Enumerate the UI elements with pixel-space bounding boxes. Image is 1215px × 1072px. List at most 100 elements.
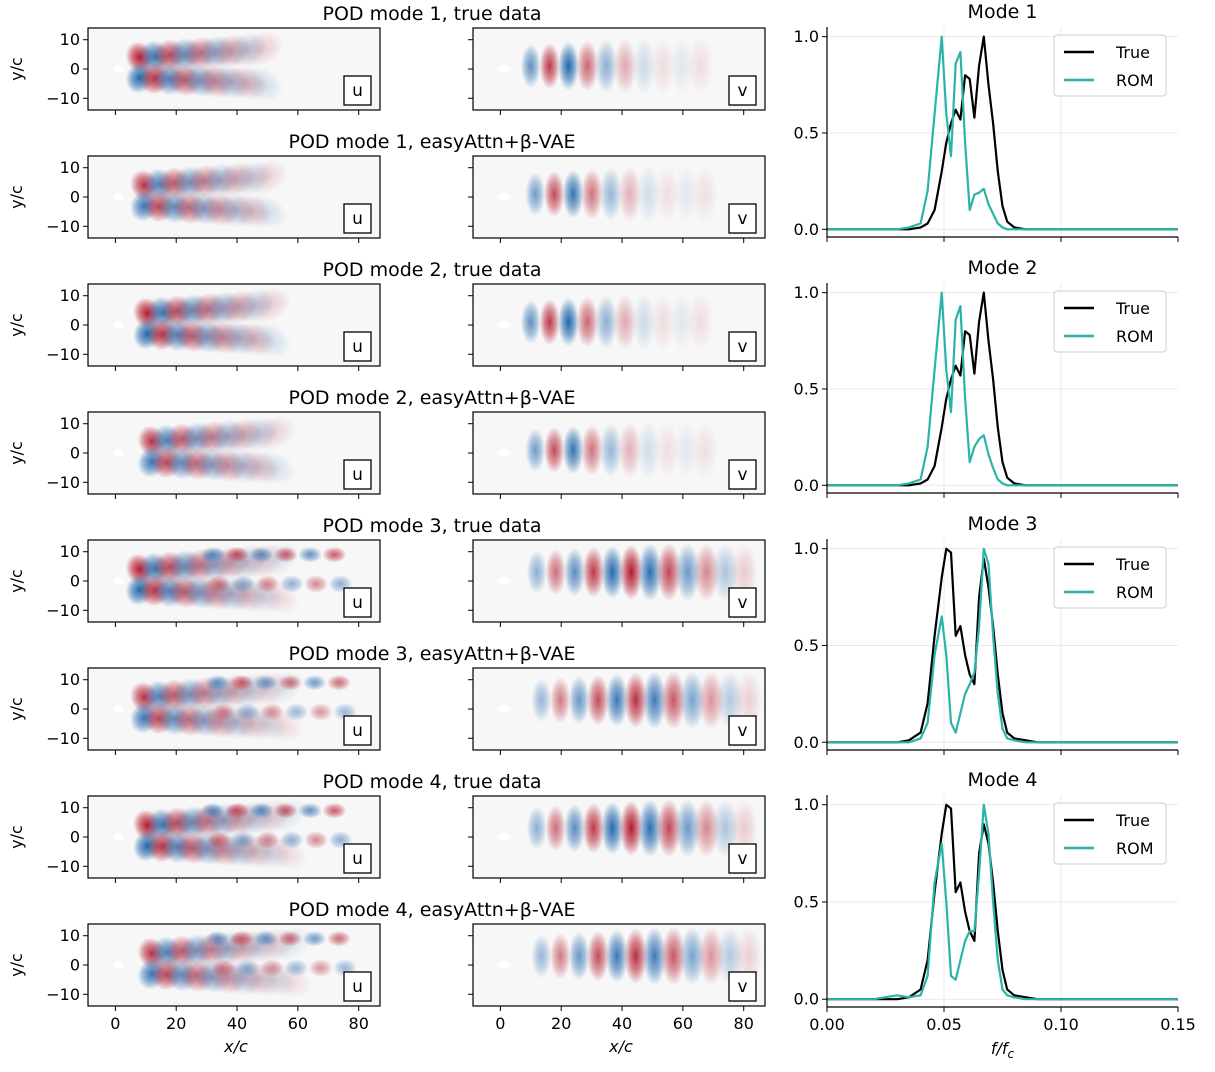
field-blob (549, 933, 571, 980)
field-blob (576, 296, 599, 348)
y-tick-label: 0 (70, 828, 80, 847)
field-blob (549, 677, 571, 724)
field-blob (253, 930, 278, 947)
bluff-body (114, 449, 125, 457)
field-panel-u-row-8: u 10 0 −10 0 20 40 60 80 x/c y/c (7, 923, 381, 1056)
field-label-box (728, 203, 757, 234)
field-blob (687, 292, 714, 352)
y-tick-label: 1.0 (794, 539, 819, 558)
y-axis-label: y/c (7, 441, 26, 465)
field-label: u (352, 209, 363, 229)
field-label-box (728, 843, 757, 874)
field-blob (304, 830, 329, 849)
y-tick-label: 10 (60, 286, 80, 305)
spectrum-chart-mode-4: 0.0 0.5 1.0 0.00 0.05 0.10 0.15 f/fc Mode 4 True R… (794, 769, 1196, 1061)
x-tick-label: 0.05 (926, 1015, 962, 1034)
field-blob (206, 574, 231, 593)
y-axis-label: y/c (7, 953, 26, 977)
field-blob (656, 543, 681, 602)
y-tick-label: 0.5 (794, 123, 819, 142)
x-tick-label: 0.00 (809, 1015, 845, 1034)
bluff-body (114, 321, 125, 329)
series-line-rom (827, 35, 1178, 231)
field-contours (114, 670, 358, 743)
field-blob (587, 930, 609, 982)
chart-title: Mode 1 (968, 1, 1038, 23)
legend-label: ROM (1116, 71, 1154, 90)
legend: True ROM (1053, 290, 1167, 353)
y-tick-label: 0.5 (794, 892, 819, 911)
field-label-box (343, 331, 372, 362)
field-blob (599, 423, 622, 477)
field-blob (205, 674, 230, 691)
field-blob (601, 801, 624, 856)
field-contours (499, 799, 758, 858)
field-blob (587, 674, 609, 726)
field-blob (679, 671, 705, 730)
field-blob (520, 300, 541, 345)
field-contours (499, 543, 758, 602)
y-tick-label: 0 (70, 700, 80, 719)
field-blob (673, 420, 699, 480)
bluff-body (499, 193, 510, 201)
field-blob (278, 930, 303, 947)
field-label-box (343, 715, 372, 746)
y-tick-label: 0.5 (794, 636, 819, 655)
field-blob (669, 36, 695, 96)
y-axis-label: y/c (7, 825, 26, 849)
bluff-body (114, 833, 125, 841)
y-tick-label: 1.0 (794, 283, 819, 302)
series-line-true (827, 291, 1178, 487)
panel-title: POD mode 3, easyAttn+β-VAE (289, 643, 576, 665)
field-label: u (352, 849, 363, 869)
field-blob (205, 930, 230, 947)
field-blob (656, 799, 681, 858)
field-blob (661, 671, 686, 730)
field-panel-v-row-7: v (468, 795, 766, 883)
x-tick-label: 40 (612, 1014, 632, 1033)
spectrum-chart-mode-3: 0.0 0.5 1.0 Mode 3 True ROM (794, 513, 1179, 755)
y-tick-label: −10 (46, 601, 80, 620)
y-axis-label: y/c (7, 313, 26, 337)
field-label-box (728, 459, 757, 490)
field-panel-u-row-5: u 10 0 −10 y/c (7, 539, 381, 627)
field-blob (253, 674, 278, 691)
field-blob (211, 958, 236, 977)
field-blob (520, 44, 541, 89)
field-blob (595, 39, 618, 93)
field-blob (225, 802, 250, 819)
field-contours (499, 36, 714, 96)
field-contours (114, 798, 353, 871)
field-label: u (352, 721, 363, 741)
field-blob (246, 322, 292, 358)
y-axis-label: y/c (7, 57, 26, 81)
field-blob (526, 550, 547, 595)
x-tick-label: 40 (227, 1014, 247, 1033)
legend-label: True (1115, 811, 1150, 830)
field-blob (712, 543, 739, 602)
bluff-body (114, 705, 125, 713)
y-tick-label: −10 (46, 345, 80, 364)
field-contours (499, 927, 763, 986)
field-blob (717, 671, 744, 730)
series-line-rom (827, 803, 1178, 1001)
field-blob (235, 702, 260, 721)
field-blob (636, 420, 661, 480)
y-tick-label: 0 (70, 956, 80, 975)
bluff-body (114, 65, 125, 73)
y-tick-label: 10 (60, 30, 80, 49)
field-blob (601, 545, 624, 600)
field-blob (650, 36, 675, 96)
y-tick-label: 1.0 (794, 795, 819, 814)
field-blob (712, 799, 739, 858)
field-panel-v-row-3: v (468, 283, 766, 371)
field-label-box (343, 203, 372, 234)
field-blob (618, 422, 642, 479)
bluff-body (499, 705, 510, 713)
field-blob (557, 41, 580, 91)
field-blob (229, 930, 254, 947)
bluff-body (499, 577, 510, 585)
chart-title: Mode 3 (968, 513, 1038, 535)
series-line-rom (827, 291, 1178, 487)
field-blob (562, 425, 584, 475)
